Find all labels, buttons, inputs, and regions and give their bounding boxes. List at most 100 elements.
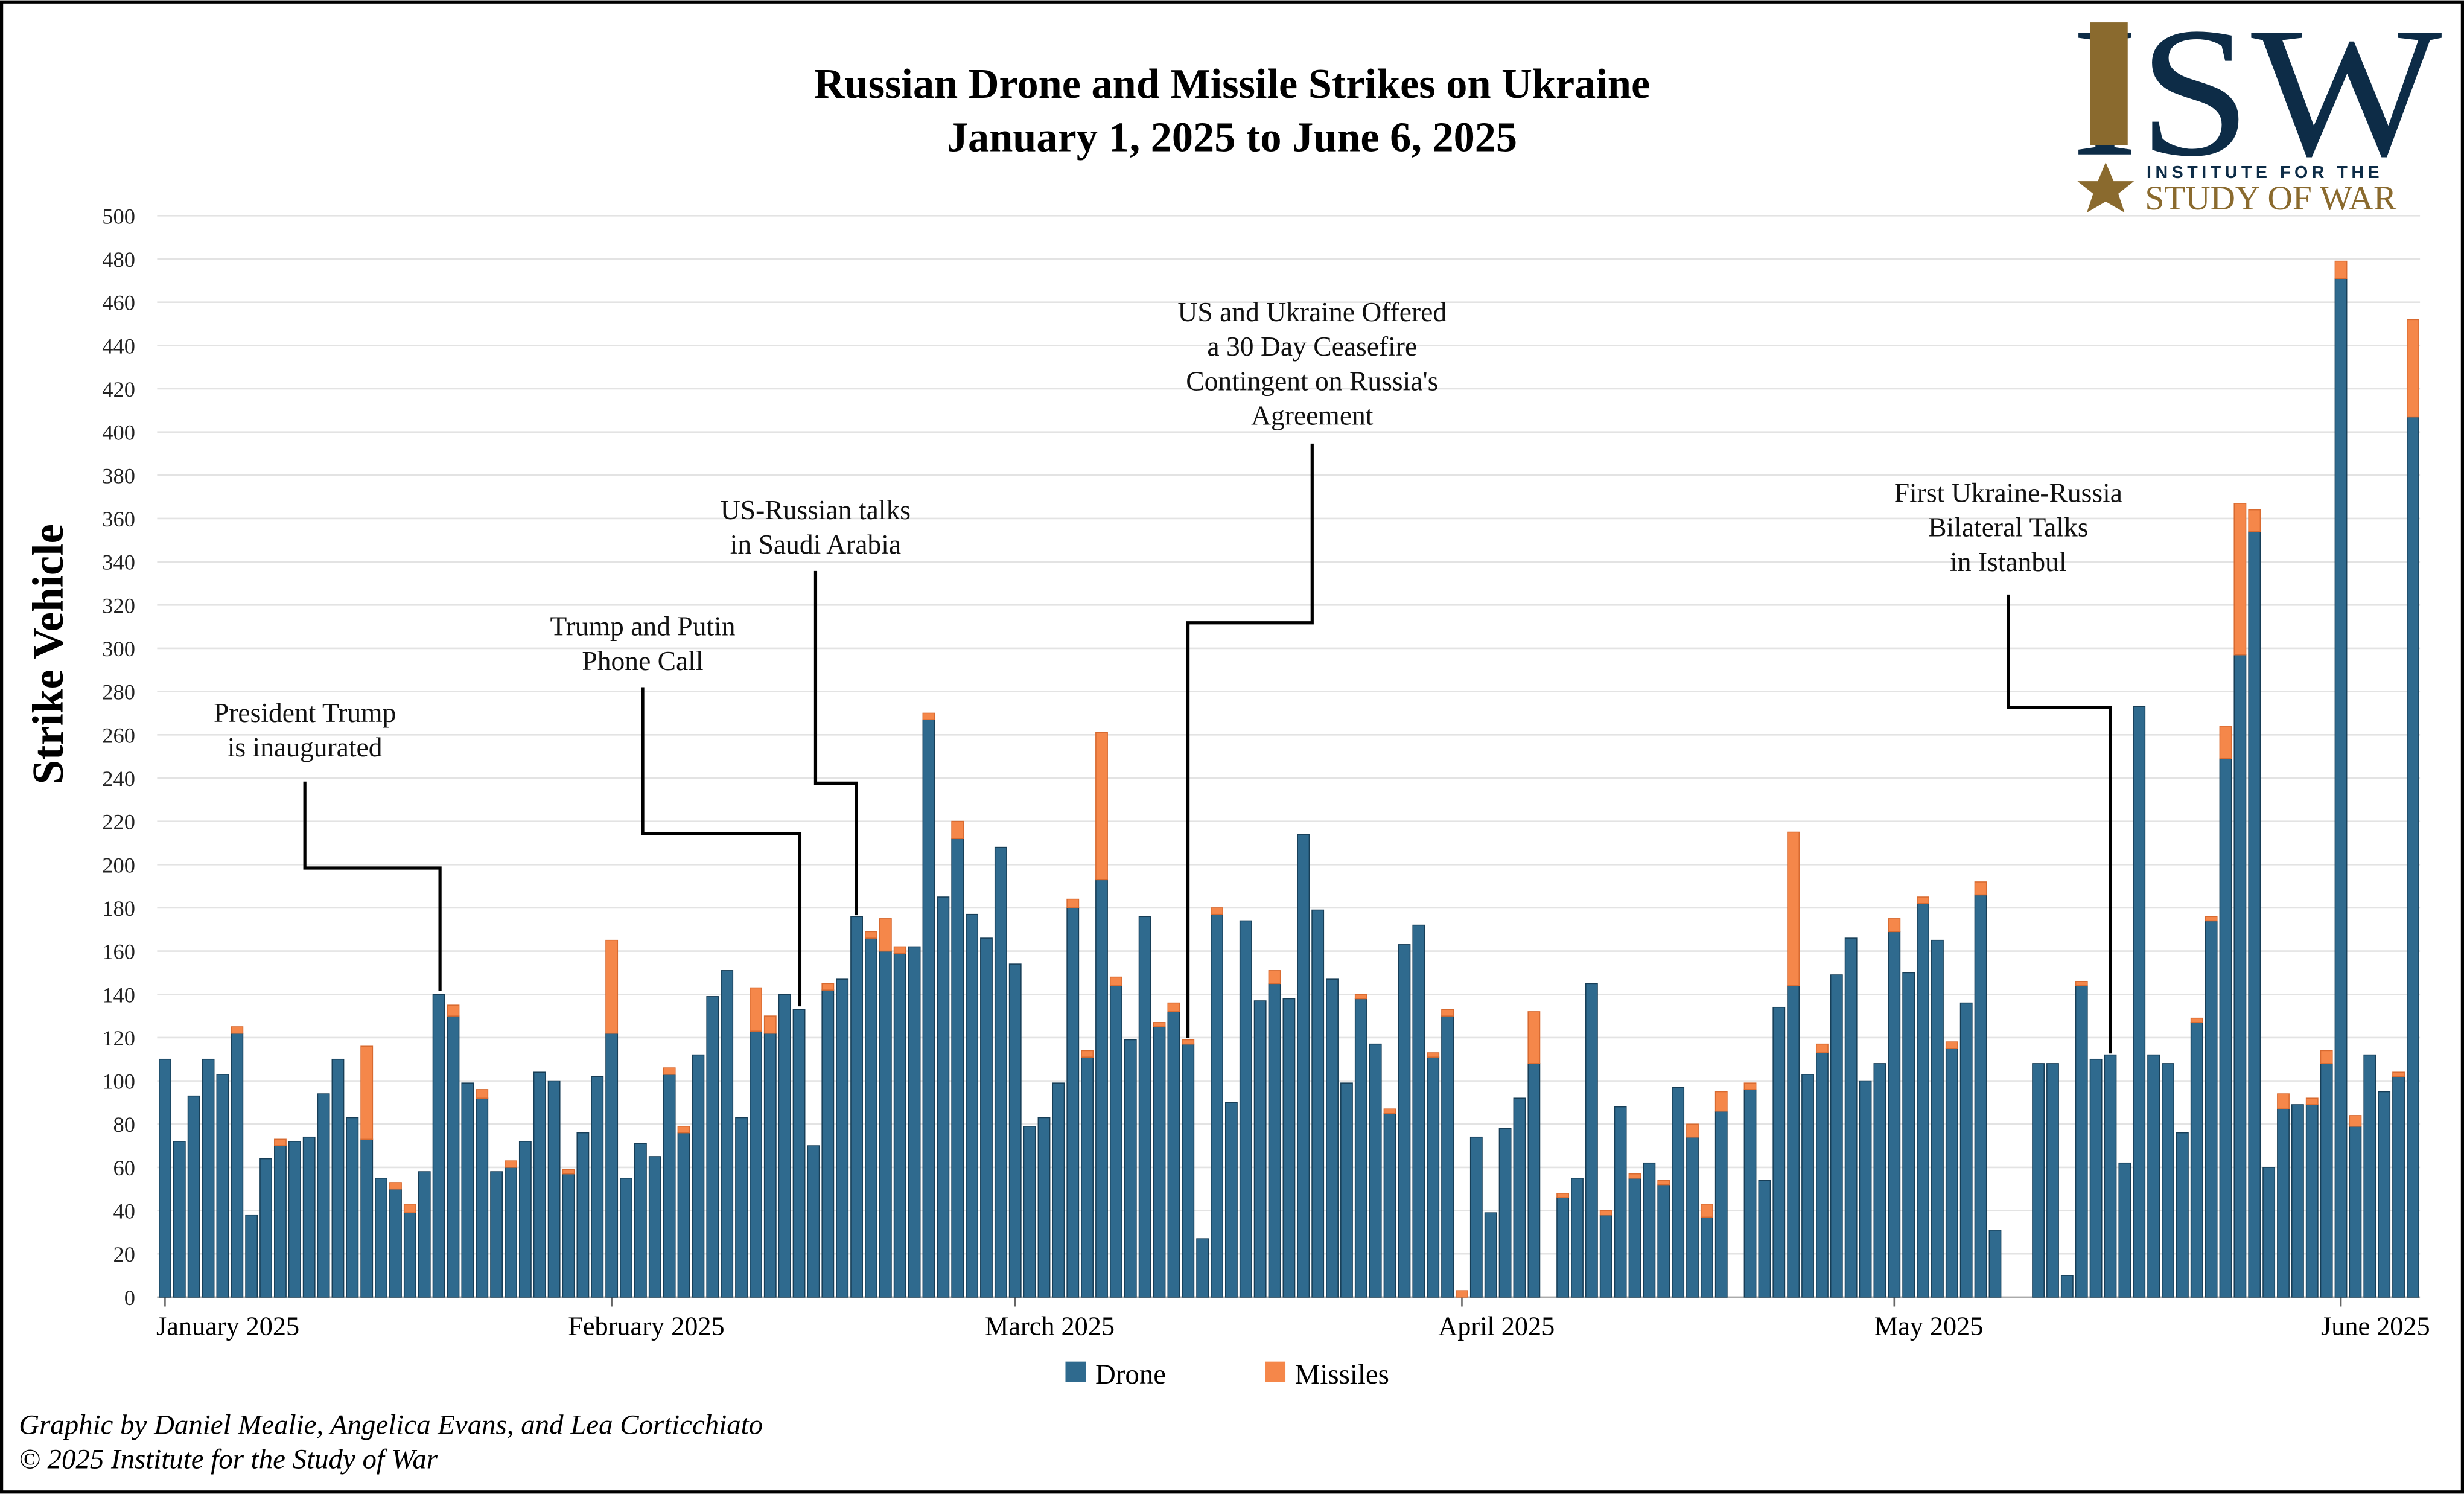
drone-bar xyxy=(505,1167,517,1298)
y-tick-label: 480 xyxy=(102,247,135,272)
x-tick-label: April 2025 xyxy=(1438,1311,1555,1341)
y-tick-label: 500 xyxy=(102,204,135,228)
credit: Graphic by Daniel Mealie, Angelica Evans… xyxy=(19,1409,763,1440)
drone-bar xyxy=(2320,1063,2333,1298)
missile-bar xyxy=(1917,896,1929,904)
drone-bar xyxy=(620,1178,632,1298)
drone-bar xyxy=(1643,1162,1656,1298)
logo-mark: ISW xyxy=(2071,0,2444,195)
drone-bar xyxy=(1959,1002,1973,1298)
annotation-text: US and Ukraine Offered xyxy=(1177,296,1447,327)
drone-bar xyxy=(418,1171,431,1298)
drone-bar xyxy=(547,1080,561,1298)
missile-bar xyxy=(447,1004,460,1017)
legend-label: Missiles xyxy=(1295,1359,1389,1390)
drone-bar xyxy=(750,1030,762,1298)
drone-bar xyxy=(2060,1275,2074,1298)
drone-bar xyxy=(2363,1054,2376,1298)
missile-bar xyxy=(1182,1039,1195,1045)
drone-bar xyxy=(677,1132,690,1298)
drone-bar xyxy=(735,1117,748,1298)
missile-bar xyxy=(2075,980,2088,986)
drone-bar xyxy=(1974,894,1987,1298)
missile-bar xyxy=(2233,503,2247,656)
drone-bar xyxy=(763,1032,777,1298)
drone-bar xyxy=(1167,1011,1180,1298)
drone-bar xyxy=(1081,1056,1094,1298)
annotation-text: Trump and Putin xyxy=(550,611,735,642)
annotation-text: a 30 Day Ceasefire xyxy=(1207,331,1417,362)
drone-bar xyxy=(187,1095,200,1298)
drone-bar xyxy=(1772,1006,1786,1298)
drone-bar xyxy=(1787,985,1800,1298)
drone-bar xyxy=(1672,1087,1685,1298)
drone-bar xyxy=(1340,1082,1353,1298)
drone-bar xyxy=(1412,924,1425,1298)
drone-bar xyxy=(1988,1230,2002,1298)
drone-bar xyxy=(2219,758,2232,1298)
annotation-leader xyxy=(303,781,442,991)
drone-bar xyxy=(1066,907,1080,1298)
missile-bar xyxy=(1787,831,1800,986)
drone-bar xyxy=(951,838,964,1298)
drone-bar xyxy=(2176,1132,2189,1298)
drone-bar xyxy=(836,978,849,1298)
drone-bar xyxy=(1052,1082,1065,1298)
chart-title: January 1, 2025 to June 6, 2025 xyxy=(947,114,1517,161)
drone-bar xyxy=(1383,1113,1396,1298)
drone-bar xyxy=(994,846,1007,1298)
annotation-text: Bilateral Talks xyxy=(1928,512,2088,543)
drone-bar xyxy=(447,1015,460,1298)
missile-bar xyxy=(1167,1002,1180,1012)
missile-bar xyxy=(505,1160,517,1168)
drone-bar xyxy=(2118,1162,2131,1298)
drone-bar xyxy=(2205,920,2218,1298)
drone-bar xyxy=(1427,1056,1440,1298)
drone-bar xyxy=(1253,1000,1267,1298)
drone-bar xyxy=(2032,1063,2045,1298)
y-tick-label: 440 xyxy=(102,334,135,358)
y-tick-label: 460 xyxy=(102,291,135,315)
x-tick-label: January 2025 xyxy=(156,1311,299,1341)
drone-bar xyxy=(1801,1074,1814,1298)
drone-bar xyxy=(1282,998,1296,1298)
missile-bar xyxy=(1974,881,1987,896)
drone-bar xyxy=(591,1076,604,1298)
drone-bar xyxy=(231,1032,244,1298)
missile-bar xyxy=(1556,1193,1570,1198)
x-tick-label: May 2025 xyxy=(1874,1311,1984,1341)
y-tick-label: 420 xyxy=(102,377,135,401)
drone-bar xyxy=(1182,1043,1195,1298)
annotation-text: in Saudi Arabia xyxy=(730,529,901,560)
drone-bar xyxy=(893,953,906,1298)
drone-bar xyxy=(821,989,835,1298)
drone-bar xyxy=(1138,916,1151,1298)
missile-bar xyxy=(951,820,964,840)
drone-bar xyxy=(1585,983,1598,1298)
missile-bar xyxy=(879,918,892,952)
drone-bar xyxy=(490,1171,503,1298)
drone-bar xyxy=(1153,1026,1166,1298)
missile-bar xyxy=(1743,1082,1757,1090)
drone-bar xyxy=(2046,1063,2059,1298)
drone-bar xyxy=(331,1058,345,1298)
missile-bar xyxy=(1383,1108,1396,1114)
drone-bar xyxy=(533,1071,546,1298)
missile-bar xyxy=(2392,1071,2405,1077)
drone-bar xyxy=(1513,1097,1526,1298)
missile-bar xyxy=(1441,1009,1454,1017)
legend-swatch xyxy=(1265,1361,1286,1382)
x-tick-label: February 2025 xyxy=(568,1311,724,1341)
y-tick-label: 100 xyxy=(102,1070,135,1094)
missile-bar xyxy=(2407,319,2419,418)
drone-bar xyxy=(1686,1136,1699,1298)
annotation-text: President Trump xyxy=(214,697,396,728)
missile-bar xyxy=(763,1015,777,1034)
y-tick-label: 220 xyxy=(102,810,135,834)
annotation-leader xyxy=(2007,594,2112,1054)
drone-bar xyxy=(706,996,719,1298)
drone-bar xyxy=(1326,978,1339,1298)
missile-bar xyxy=(2320,1050,2333,1064)
drone-bar xyxy=(937,896,950,1298)
